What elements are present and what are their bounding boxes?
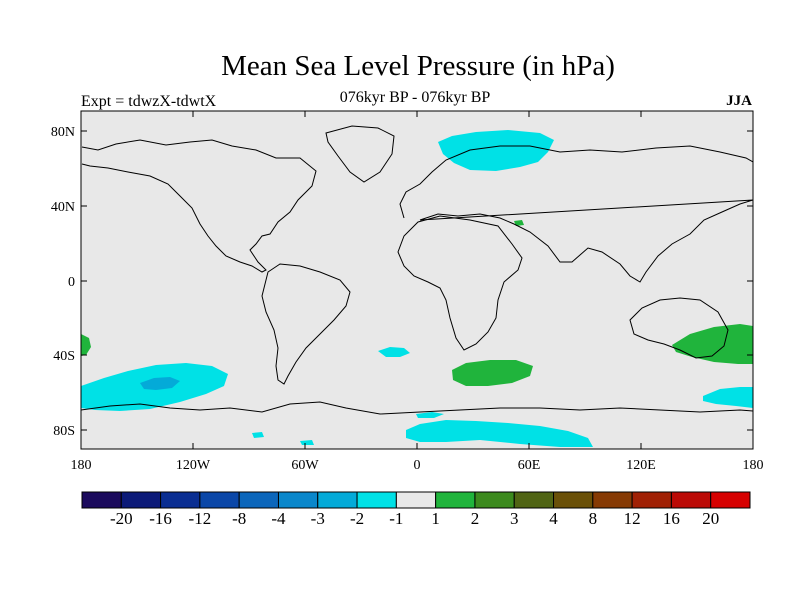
colorbar-swatch (199, 491, 240, 509)
western-edge-positive-region (81, 334, 91, 356)
colorbar-swatch (670, 491, 712, 509)
colorbar-label: 20 (702, 509, 719, 528)
map-title: Mean Sea Level Pressure (in hPa) (221, 50, 615, 82)
colorbar-label: -16 (149, 509, 172, 528)
coast-south-america (261, 263, 351, 385)
arctic-negative-region (438, 130, 554, 171)
colorbar-swatch (395, 491, 437, 509)
colorbar-swatch (435, 491, 476, 509)
lon-tick-label: 60E (518, 458, 541, 473)
colorbar-swatch (474, 491, 515, 509)
latitude-axis (81, 130, 753, 431)
colorbar-label: -8 (232, 509, 246, 528)
colorbar-swatch (356, 491, 397, 509)
south-pacific-inner-region (140, 377, 180, 390)
coast-antarctica (81, 401, 753, 415)
colorbar-label: 3 (510, 509, 519, 528)
middle-east-positive-patch (514, 220, 524, 226)
colorbar-swatch (553, 491, 594, 509)
small-negative-patch-3 (300, 440, 314, 445)
south-atlantic-negative-region (378, 347, 410, 357)
colorbar-label: 2 (471, 509, 480, 528)
lon-tick-label: 120W (176, 458, 211, 473)
colorbar-label: -4 (271, 509, 286, 528)
colorbar-swatch (710, 491, 751, 509)
colorbar-swatch (513, 491, 555, 509)
coastlines (81, 125, 753, 415)
colorbar-swatch (631, 491, 672, 509)
colorbar-label: -2 (350, 509, 364, 528)
period-label: 076kyr BP - 076kyr BP (339, 89, 491, 106)
lon-tick-label: 180 (743, 458, 764, 473)
colorbar-swatch (81, 491, 122, 509)
australia-positive-region (672, 324, 753, 364)
lon-tick-label: 120E (626, 458, 656, 473)
colorbar-label: 12 (624, 509, 641, 528)
lon-tick-label: 60W (291, 458, 319, 473)
anomaly-fields (81, 130, 753, 447)
small-negative-patch-1 (416, 412, 444, 418)
small-negative-patch-2 (252, 432, 264, 438)
coast-eurasia (399, 145, 753, 283)
lat-tick-label: 80S (53, 424, 75, 439)
colorbar: -20 -16 -12 -8 -4 -3 -2 -1 1 2 3 4 8 12 16 20 (81, 491, 751, 528)
colorbar-label: -3 (311, 509, 325, 528)
coast-africa (397, 215, 523, 351)
colorbar-swatch (317, 491, 358, 509)
southern-ocean-negative-region (406, 420, 593, 447)
south-indian-positive-region (452, 360, 533, 386)
lon-tick-label: 0 (414, 458, 421, 473)
lat-tick-label: 0 (68, 275, 75, 290)
colorbar-swatch (238, 491, 279, 509)
coast-north-america (81, 139, 317, 273)
colorbar-label: 16 (663, 509, 680, 528)
colorbar-label: 8 (589, 509, 598, 528)
colorbar-label: -1 (389, 509, 403, 528)
lat-tick-label: 80N (51, 125, 75, 140)
colorbar-swatch (120, 491, 162, 509)
coast-australia (629, 297, 729, 359)
colorbar-label: 4 (549, 509, 558, 528)
lon-tick-label: 180 (71, 458, 92, 473)
longitude-axis (80, 111, 754, 449)
colorbar-label: -12 (189, 509, 212, 528)
colorbar-swatch (277, 491, 319, 509)
colorbar-swatch (160, 491, 201, 509)
coast-greenland (325, 125, 395, 183)
season-label: JJA (726, 93, 752, 109)
colorbar-label: 1 (431, 509, 440, 528)
lat-tick-label: 40S (53, 349, 75, 364)
experiment-label: Expt = tdwzX-tdwtX (81, 93, 217, 110)
colorbar-label: -20 (110, 509, 133, 528)
colorbar-swatch (592, 491, 633, 509)
pacific-sector-negative-region (703, 387, 753, 408)
lat-tick-label: 40N (51, 200, 75, 215)
